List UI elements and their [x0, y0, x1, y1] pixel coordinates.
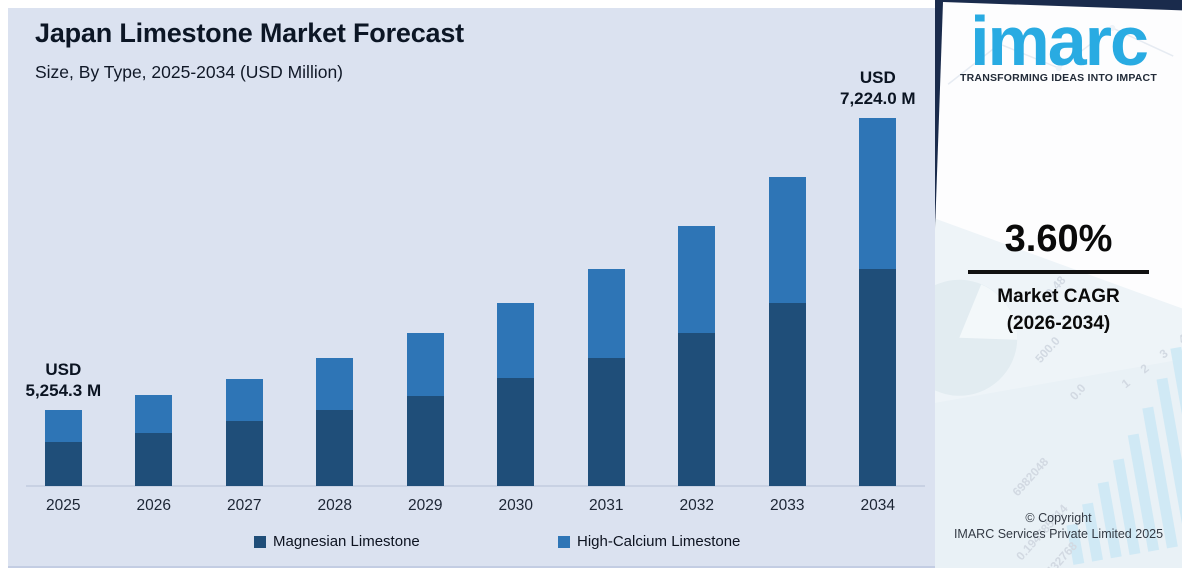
segment-magnesian-limestone: [316, 410, 354, 486]
segment-high-calcium-limestone: [678, 226, 716, 333]
bar-2033: [768, 177, 806, 486]
x-axis-label: 2031: [589, 497, 624, 514]
bar-value-label: USD 5,254.3 M: [25, 359, 102, 401]
chart-subtitle: Size, By Type, 2025-2034 (USD Million): [35, 62, 344, 82]
segment-high-calcium-limestone: [859, 118, 897, 269]
x-axis-label: 2032: [679, 497, 715, 514]
bar-2031: [587, 269, 625, 486]
cagr-divider: [968, 270, 1149, 274]
segment-magnesian-limestone: [135, 433, 173, 486]
segment-high-calcium-limestone: [225, 379, 263, 421]
chart-section: Japan Limestone Market Forecast Size, By…: [8, 8, 935, 568]
bar-2026: [135, 395, 173, 486]
segment-high-calcium-limestone: [316, 358, 354, 410]
segment-magnesian-limestone: [406, 396, 444, 486]
segment-high-calcium-limestone: [406, 333, 444, 396]
legend: Magnesian Limestone High-Calcium Limeston…: [8, 533, 935, 557]
segment-high-calcium-limestone: [497, 303, 535, 378]
segment-magnesian-limestone: [678, 333, 716, 486]
x-axis-label: 2029: [408, 497, 443, 514]
bar-2027: [225, 379, 263, 486]
cagr-value: 3.60%: [1004, 218, 1113, 260]
legend-label: High-Calcium Limestone: [577, 533, 741, 550]
segment-high-calcium-limestone: [44, 410, 82, 442]
bar-2025: [44, 410, 82, 486]
cagr-label: Market CAGR: [997, 286, 1120, 307]
x-axis-label: 2025: [46, 497, 81, 514]
x-axis-line: [26, 485, 925, 487]
segment-high-calcium-limestone: [587, 269, 625, 358]
brand-panel: 0.48 500.0 0.0 1 2 3 4 6982048 0.1947857…: [935, 0, 1182, 568]
cagr-block: 3.60% Market CAGR (2026-2034): [935, 218, 1182, 337]
segment-magnesian-limestone: [587, 358, 625, 486]
segment-magnesian-limestone: [225, 421, 263, 486]
segment-magnesian-limestone: [859, 269, 897, 486]
x-axis-label: 2028: [317, 497, 353, 514]
copyright-line2: IMARC Services Private Limited 2025: [953, 527, 1164, 542]
imarc-logo-text: imarc: [970, 2, 1149, 80]
bar-2034: [859, 118, 897, 486]
x-axis-label: 2033: [770, 497, 805, 514]
legend-label: Magnesian Limestone: [273, 533, 420, 550]
legend-swatch: [558, 535, 570, 548]
legend-item-high-calcium: High-Calcium Limestone: [558, 533, 740, 550]
plot-area: 2025 2026 2027 2028 2029 2030 2031 2032 2033 2034…: [8, 8, 935, 568]
segment-magnesian-limestone: [497, 378, 535, 486]
copyright: © Copyright IMARC Services Private Limit…: [935, 510, 1182, 543]
x-axis-label: 2030: [498, 497, 534, 514]
segment-magnesian-limestone: [44, 442, 82, 486]
bar-value-label: USD 7,224.0 M: [839, 67, 916, 109]
bar-2029: [406, 333, 444, 486]
legend-swatch: [254, 535, 266, 548]
segment-magnesian-limestone: [768, 303, 806, 486]
x-axis-label: 2026: [136, 497, 172, 514]
bar-2028: [316, 358, 354, 486]
imarc-tagline: TRANSFORMING IDEAS INTO IMPACT: [960, 72, 1157, 84]
cagr-years: (2026-2034): [1006, 312, 1111, 334]
imarc-logo: imarc TRANSFORMING IDEAS INTO IMPACT: [945, 6, 1172, 84]
copyright-line1: © Copyright: [1025, 511, 1092, 525]
bar-2032: [678, 226, 716, 486]
legend-item-magnesian: Magnesian Limestone: [254, 533, 420, 550]
segment-high-calcium-limestone: [768, 177, 806, 303]
x-axis-label: 2027: [227, 497, 262, 514]
chart-title: Japan Limestone Market Forecast: [35, 18, 464, 48]
bar-2030: [497, 303, 535, 486]
segment-high-calcium-limestone: [135, 395, 173, 433]
x-axis-label: 2034: [860, 497, 896, 514]
